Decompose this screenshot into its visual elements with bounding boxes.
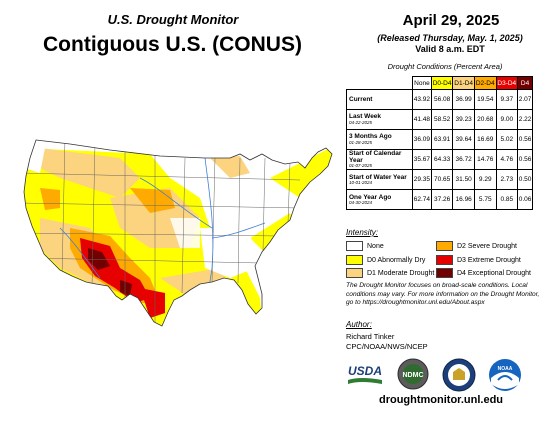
disclaimer-note: The Drought Monitor focuses on broad-sca… [346,282,540,307]
conus-drought-map [23,139,333,327]
legend-swatch [436,268,453,278]
legend-item-none: None [346,241,384,251]
legend-swatch [436,255,453,265]
table-cell: 2.73 [495,169,519,191]
table-cell: 9.37 [495,89,519,110]
usda-logo: USDA [348,364,382,384]
column-header: D0-D4 [430,76,454,90]
ndmc-logo: NDMC [397,358,429,390]
legend-item-d0: D0 Abnormally Dry [346,255,425,265]
row-label: Start of Water Year 10-01-2024 [346,169,413,191]
table-cell: 14.76 [473,148,497,171]
table-cell: 2.07 [517,89,533,110]
table-cell: 4.76 [495,148,519,171]
table-cell: 62.74 [412,189,432,211]
row-label: 3 Months Ago 01-28-2025 [346,129,413,150]
author-heading: Author: [346,320,372,329]
table-cell: 63.91 [430,129,454,150]
table-cell: 5.02 [495,129,519,150]
table-cell: 2.22 [517,109,533,130]
table-cell: 29.35 [412,169,432,191]
table-cell: 39.23 [452,109,475,130]
table-cell: 39.64 [452,129,475,150]
table-cell: 0.06 [517,189,533,211]
table-cell: 0.50 [517,169,533,191]
legend-swatch [346,268,363,278]
table-cell: 31.50 [452,169,475,191]
table-cell: 56.08 [430,89,454,110]
column-header: D2-D4 [473,76,497,90]
table-cell: 37.26 [430,189,454,211]
table-header-row: None D0-D4 D1-D4 D2-D4 D3-D4 D4 [347,76,533,90]
table-cell: 9.00 [495,109,519,130]
column-header: D3-D4 [495,76,519,90]
table-cell: 5.75 [473,189,497,211]
row-label: One Year Ago 04-30-2024 [346,189,413,211]
noaa-logo-text: NOAA [498,366,513,372]
row-label: Start of Calendar Year 01-07-2025 [346,148,413,171]
legend-label: D0 Abnormally Dry [367,256,426,264]
noaa-logo: NOAA [489,359,521,391]
table-row: Start of Water Year 10-01-2024 29.35 70.6… [346,169,533,191]
legend-item-d1: D1 Moderate Drought [346,268,434,278]
table-row: Last Week 04-22-2025 41.48 58.52 39.23 20… [346,109,533,130]
table-row: Start of Calendar Year 01-07-2025 35.67 6… [346,148,533,171]
row-label: Last Week 04-22-2025 [346,109,413,130]
table-cell: 19.54 [473,89,497,110]
table-cell: 0.85 [495,189,519,211]
legend-swatch [346,255,363,265]
drought-stats-table: None D0-D4 D1-D4 D2-D4 D3-D4 D4 Current … [346,76,533,211]
legend-label: D3 Extreme Drought [457,256,521,264]
legend-item-d2: D2 Severe Drought [436,241,517,251]
legend-label: D2 Severe Drought [457,242,517,250]
row-label: Current [346,89,413,110]
table-cell: 9.29 [473,169,497,191]
legend-label: D4 Exceptional Drought [457,269,531,277]
legend-item-d3: D3 Extreme Drought [436,255,521,265]
map-subtitle: U.S. Drought Monitor [107,12,239,27]
legend-swatch [436,241,453,251]
table-cell: 16.96 [452,189,475,211]
legend-label: D1 Moderate Drought [367,269,435,277]
table-row: 3 Months Ago 01-28-2025 36.09 63.91 39.64… [346,129,533,150]
table-cell: 0.56 [517,129,533,150]
table-corner [347,77,413,90]
table-row: Current 43.92 56.08 36.99 19.54 9.37 2.0… [346,89,533,110]
table-cell: 16.69 [473,129,497,150]
table-cell: 70.65 [430,169,454,191]
column-header: D4 [517,76,533,90]
table-cell: 36.72 [452,148,475,171]
table-cell: 35.67 [412,148,432,171]
intensity-heading: Intensity: [346,228,379,237]
author-org: CPC/NOAA/NWS/NCEP [346,342,428,351]
release-date: (Released Thursday, May. 1, 2025) [377,33,523,43]
column-header: D1-D4 [452,76,475,90]
map-date: April 29, 2025 [402,12,500,29]
legend-item-d4: D4 Exceptional Drought [436,268,531,278]
table-caption: Drought Conditions (Percent Area) [387,62,503,71]
table-row: One Year Ago 04-30-2024 62.74 37.26 16.96… [346,189,533,211]
table-cell: 41.48 [412,109,432,130]
commerce-seal [442,358,476,392]
author-name: Richard Tinker [346,332,395,341]
website-url[interactable]: droughtmonitor.unl.edu [378,394,504,406]
table-cell: 36.09 [412,129,432,150]
table-cell: 36.99 [452,89,475,110]
table-cell: 64.33 [430,148,454,171]
legend-swatch [346,241,363,251]
column-header: None [412,76,432,90]
table-cell: 58.52 [430,109,454,130]
valid-time: Valid 8 a.m. EDT [415,44,485,54]
usda-logo-text: USDA [348,364,382,378]
table-cell: 43.92 [412,89,432,110]
ndmc-logo-text: NDMC [403,372,424,379]
table-cell: 0.56 [517,148,533,171]
map-title: Contiguous U.S. (CONUS) [43,33,302,56]
table-cell: 20.68 [473,109,497,130]
legend-label: None [367,242,384,250]
